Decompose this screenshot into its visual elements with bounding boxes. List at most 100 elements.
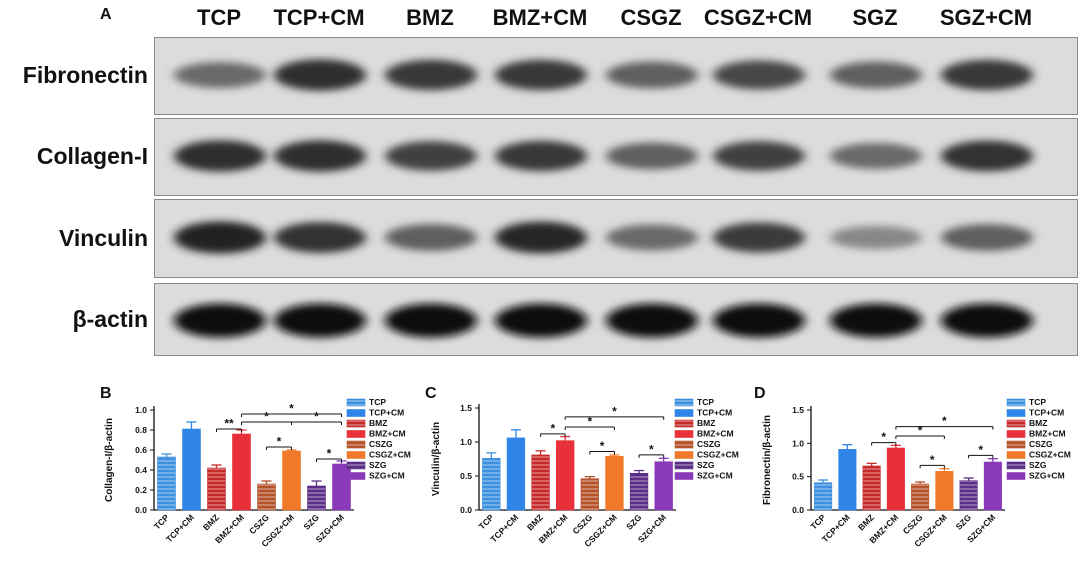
blot-band [385,303,477,338]
legend-label: TCP+CM [697,408,732,418]
legend-swatch [674,440,694,449]
legend-swatch [1006,440,1026,449]
y-tick-label: 1.5 [460,403,472,413]
legend-swatch [346,419,366,428]
legend-swatch [1006,461,1026,470]
x-tick-label: SZG [301,512,321,532]
y-axis-label: Vinculin/β-actin [431,422,442,496]
blot-row-label-fibronectin: Fibronectin [22,62,148,88]
significance-label: * [277,435,282,449]
blot-band [830,225,922,250]
panel-a-label: A [100,6,112,23]
legend-label: SZG [1029,460,1047,470]
significance-bracket [564,426,615,431]
blot-band [713,303,805,338]
bar-bmz [862,465,881,511]
significance-bracket [871,442,897,446]
bar-cszg [257,483,276,511]
legend-swatch [1006,419,1026,428]
blot-band [830,143,922,169]
y-tick-label: 0.4 [135,465,147,475]
significance-bracket [316,458,342,462]
blot-band [941,224,1033,251]
blot-row [154,118,1078,196]
legend-swatch [674,472,694,480]
significance-bracket [968,454,994,459]
blot-band [713,222,805,253]
y-tick-label: 0.6 [135,445,147,455]
blot-image [155,119,1077,195]
legend-swatch [1006,451,1026,459]
y-tick-label: 1.0 [460,437,472,447]
blot-band [274,303,366,338]
blot-image [155,38,1077,114]
x-tick-label: TCP+CM [164,512,196,544]
blot-row-label-beta-actin: β-actin [72,305,148,332]
bar-bmz-pluscm [556,440,575,511]
blot-row [154,199,1078,278]
legend-label: TCP [369,397,386,407]
bar-tcp [482,458,501,511]
significance-label: * [327,447,332,461]
blot-band [495,303,587,338]
significance-bracket [589,451,615,455]
legend-label: BMZ [369,418,387,428]
bar-bmz [207,467,226,511]
significance-label: * [881,430,886,444]
legend-label: TCP [1029,397,1046,407]
bar-csgz-pluscm [605,455,624,511]
blot-band [941,303,1033,338]
legend-label: CSGZ+CM [1029,450,1071,460]
blot-band [495,140,587,172]
bar-tcp-pluscm [506,437,526,511]
bar-szg-pluscm [654,461,673,511]
blot-image [155,200,1077,277]
x-tick-label: BMZ [525,512,545,532]
y-axis-label: Collagen-I/β-actin [104,418,115,502]
legend-label: CSGZ+CM [369,450,411,460]
y-tick-label: 0.0 [135,505,147,515]
legend-swatch [346,398,366,407]
lane-label-tcp-pluscm: TCP+CM [273,5,365,30]
legend-label: SZG+CM [1029,471,1065,481]
blot-band [713,60,805,90]
legend-label: BMZ [1029,418,1047,428]
legend-label: CSZG [1029,439,1053,449]
blot-row [154,37,1078,115]
significance-label: * [649,442,654,456]
legend-swatch [674,451,694,459]
blot-band [174,140,266,172]
blot-band [274,140,366,172]
y-tick-label: 0.0 [460,505,472,515]
significance-label: * [918,424,923,438]
legend-label: BMZ+CM [697,429,734,439]
legend-swatch [346,461,366,470]
blot-band [385,59,477,91]
bar-tcp-pluscm [838,449,857,511]
blot-band [274,222,366,253]
legend-label: CSZG [369,439,393,449]
x-tick-label: TCP [152,512,171,531]
legend-swatch [674,409,694,417]
significance-bracket [241,413,342,417]
bar-cszg [911,483,930,511]
vinculin-bar-chart: C 0.0 0.5 1.0 1.5 Vinculin/β-actin TCP TCP+CM BM… [423,380,743,580]
legend-swatch [674,419,694,428]
legend-label: BMZ [697,418,715,428]
blot-row-label-vinculin: Vinculin [58,224,148,251]
lane-label-csgz-pluscm: CSGZ+CM [703,5,813,30]
x-tick-label: TCP [477,512,496,531]
blot-band [174,303,266,338]
significance-label: * [600,439,605,453]
legend-swatch [346,472,366,480]
fibronectin-bar-chart: D 0.0 0.5 1.0 1.5 Fibronectin/β-actin TCP TCP+C… [752,380,1084,580]
bar-tcp [157,456,176,511]
y-tick-label: 1.0 [135,405,147,415]
bar-csgz-pluscm [935,471,954,511]
significance-bracket [895,435,945,439]
legend-swatch [346,451,366,459]
x-tick-label: SZG [954,512,974,532]
blot-row-label-collagen-i: Collagen-I [36,143,148,169]
blot-band [941,140,1033,172]
